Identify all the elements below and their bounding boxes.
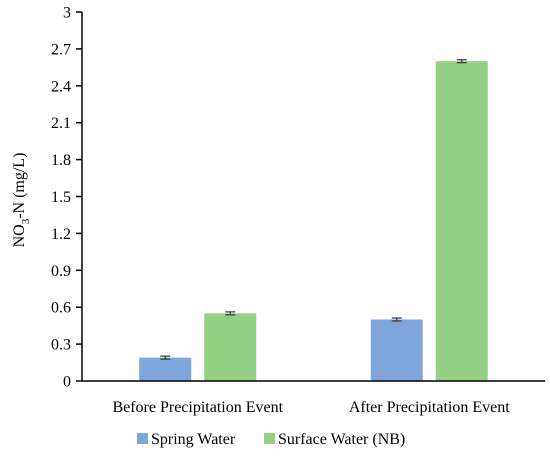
y-axis-title-subscript: 3 (20, 218, 32, 224)
y-tick-label: 0.3 (51, 337, 71, 354)
y-tick-label: 2.7 (51, 41, 71, 58)
legend-swatch (264, 433, 275, 444)
y-tick-label: 2.4 (51, 78, 71, 95)
y-tick-label: 1.5 (51, 189, 71, 206)
axes (81, 12, 545, 382)
y-tick-label: 0.6 (51, 300, 71, 317)
y-axis-title-text: NO3-N (mg/L) (11, 153, 32, 248)
y-axis-title-main: NO (11, 224, 28, 247)
y-tick-label: 0.9 (51, 263, 71, 280)
y-tick-label: 1.8 (51, 152, 71, 169)
y-axis-title: NO3-N (mg/L) (11, 153, 32, 248)
legend-swatch (137, 433, 148, 444)
bars (139, 61, 488, 381)
legend-label: Surface Water (NB) (278, 431, 405, 448)
y-tick-label: 1.2 (51, 226, 71, 243)
bar-spring-water-after (370, 319, 423, 381)
category-label: After Precipitation Event (349, 399, 510, 416)
y-tick-label: 3 (63, 5, 71, 22)
y-tick-label: 2.1 (51, 115, 71, 132)
legend: Spring Water Surface Water (NB) (137, 431, 405, 448)
y-tick-label: 0 (63, 374, 71, 391)
bar-spring-water-before (139, 357, 192, 381)
category-labels: Before Precipitation Event After Precipit… (112, 399, 510, 416)
category-label: Before Precipitation Event (112, 399, 283, 416)
legend-label: Spring Water (151, 431, 236, 448)
bar-surface-water-after (435, 61, 488, 381)
y-axis-ticks: 0 0.3 0.6 0.9 1.2 1.5 1.8 2.1 2.4 2.7 3 (51, 5, 82, 391)
error-bars (160, 59, 467, 360)
y-axis-title-rest: -N (mg/L) (11, 153, 28, 219)
bar-surface-water-before (204, 313, 257, 381)
